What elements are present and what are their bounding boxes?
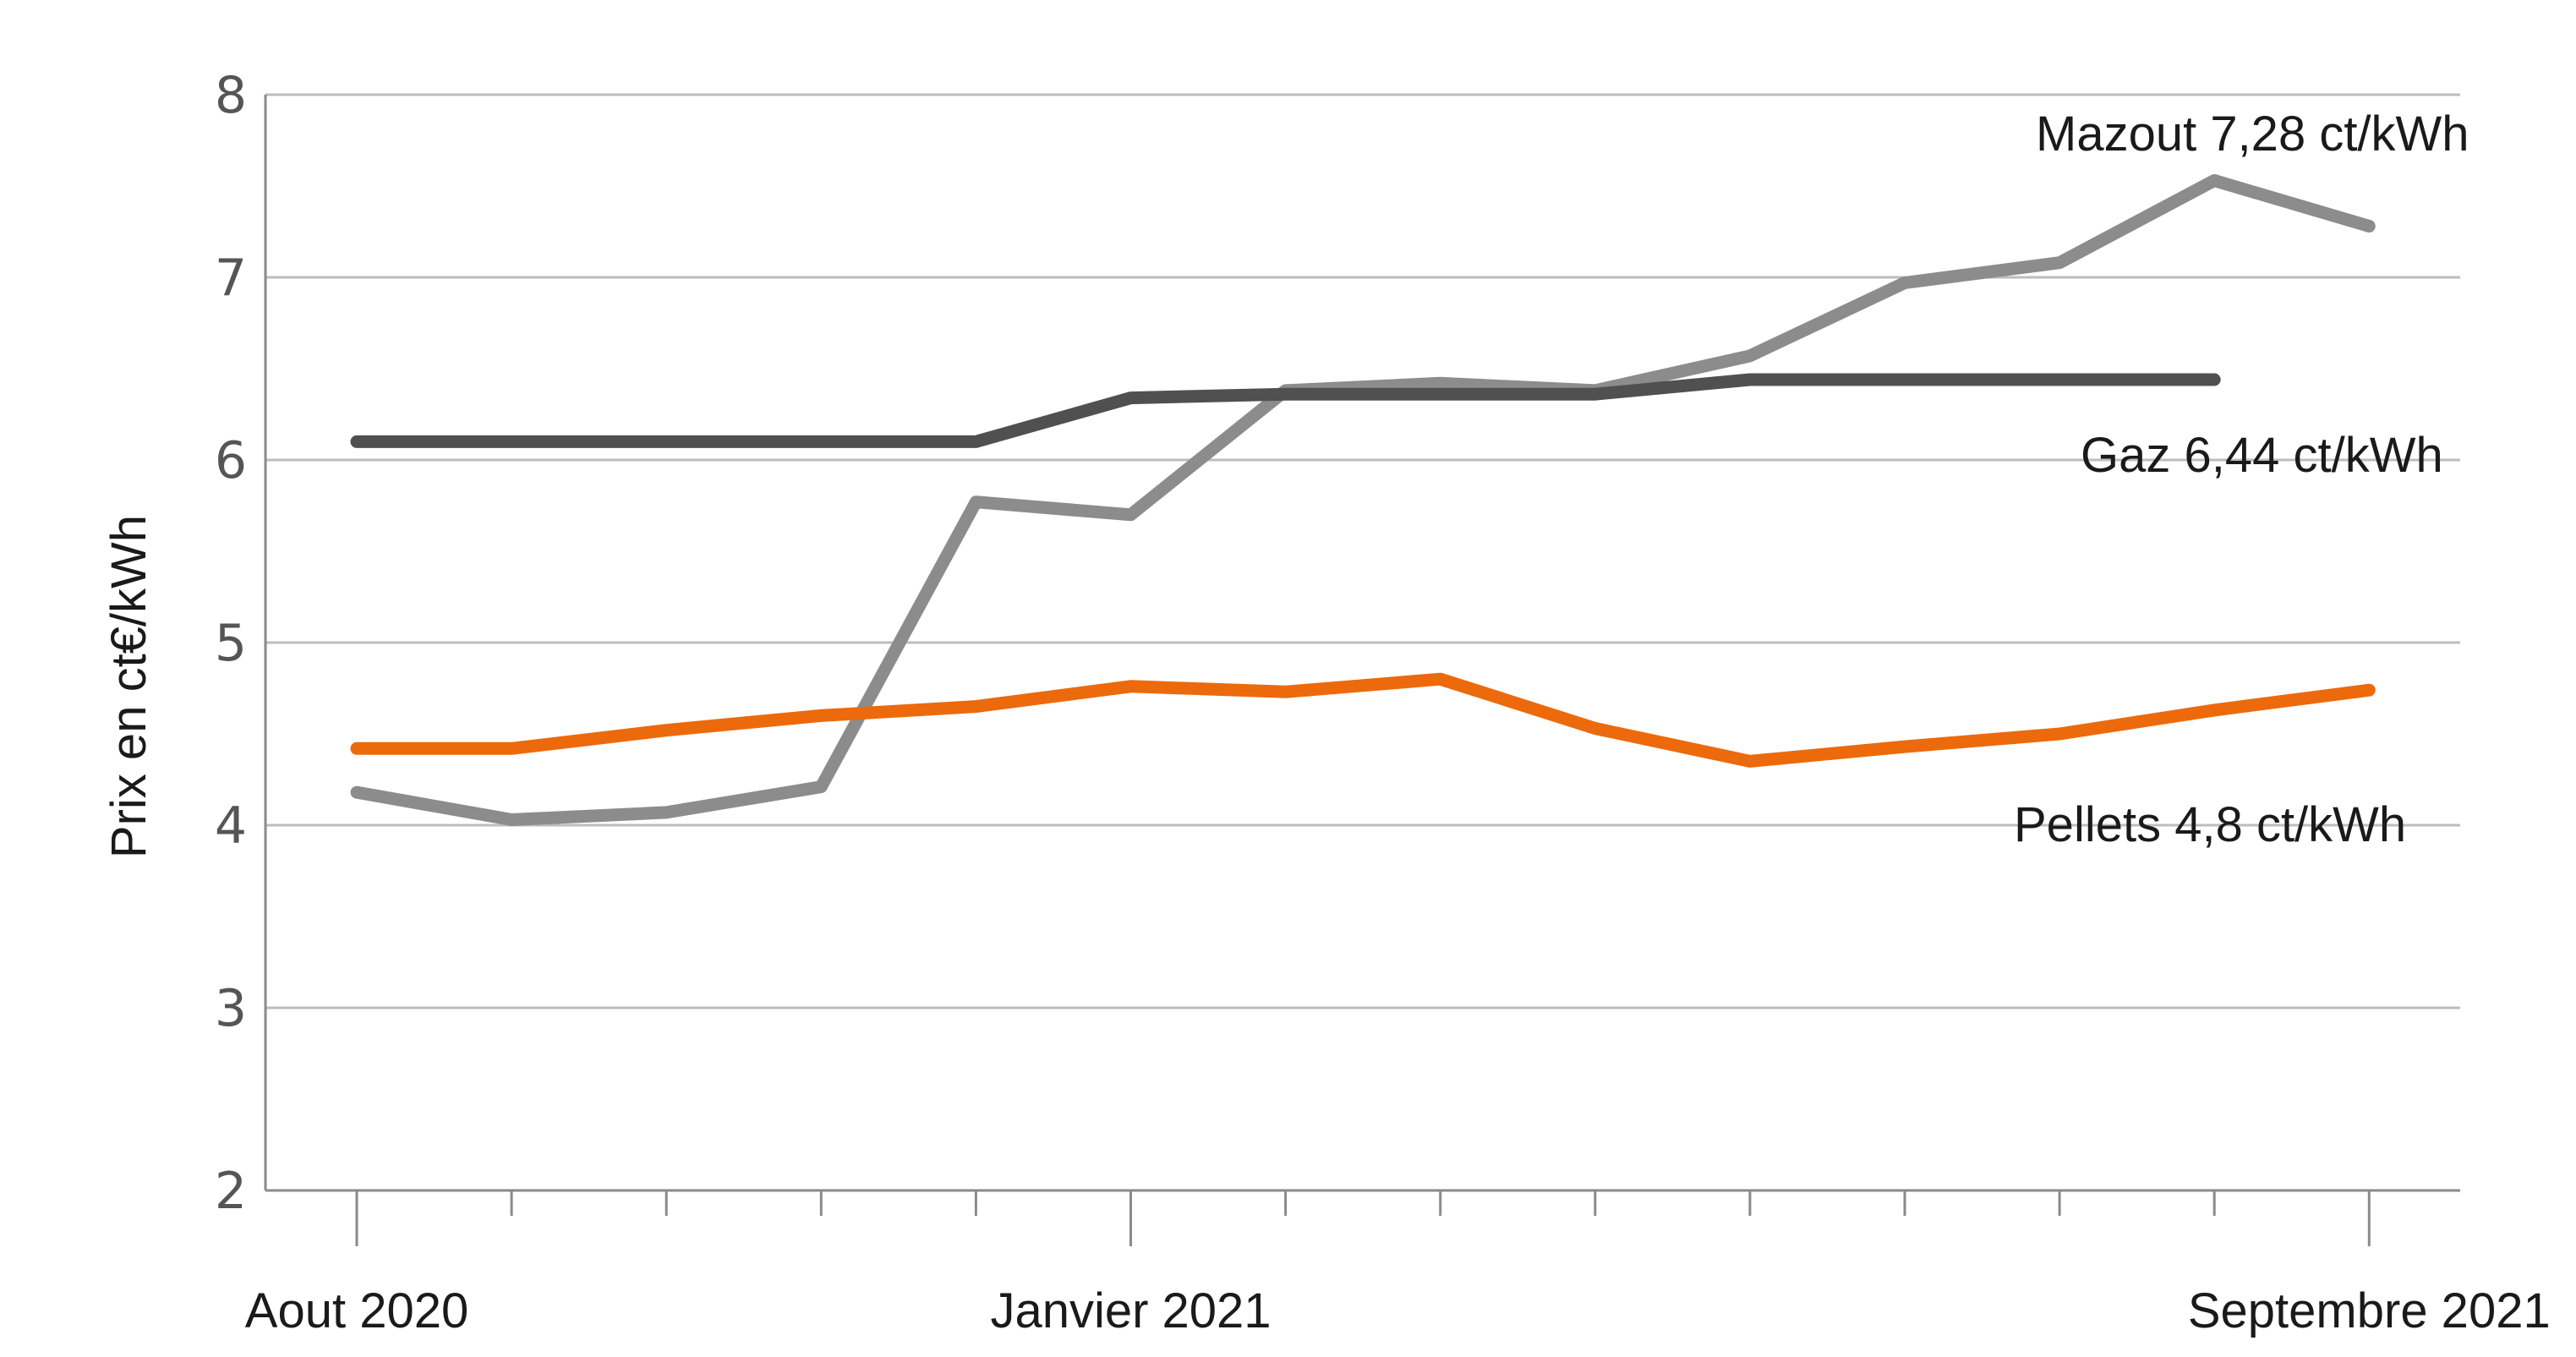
series-layer — [350, 174, 2376, 826]
grid-layer — [265, 93, 2460, 1010]
y-tick-label-8: 8 — [215, 66, 247, 125]
series-label-gaz: Gaz 6,44 ct/kWh — [2081, 428, 2443, 483]
y-axis-title: Prix en ct€/kWh — [101, 515, 156, 858]
label-layer: Prix en ct€/kWh Mazout 7,28 ct/kWh Gaz 6… — [101, 107, 2469, 858]
x-tick-label-5: Janvier 2021 — [990, 1283, 1271, 1338]
axis-layer: 2 3 4 5 6 7 8 Aout 2020 Janvier 2021 Septembre 20… — [215, 66, 2551, 1338]
series-label-mazout: Mazout 7,28 ct/kWh — [2036, 107, 2469, 161]
series-line-pellets — [350, 672, 2376, 768]
x-tick-label-0: Aout 2020 — [245, 1283, 468, 1338]
y-tick-label-7: 7 — [215, 249, 247, 308]
y-tick-label-3: 3 — [215, 979, 247, 1038]
series-line-mazout — [350, 174, 2376, 826]
x-tick-label-13: Septembre 2021 — [2188, 1283, 2551, 1338]
series-label-pellets: Pellets 4,8 ct/kWh — [2014, 797, 2406, 852]
y-tick-label-2: 2 — [215, 1162, 247, 1221]
y-tick-label-6: 6 — [215, 431, 247, 490]
series-line-gaz — [350, 373, 2221, 448]
y-tick-label-5: 5 — [215, 614, 247, 673]
y-tick-label-4: 4 — [215, 796, 247, 856]
